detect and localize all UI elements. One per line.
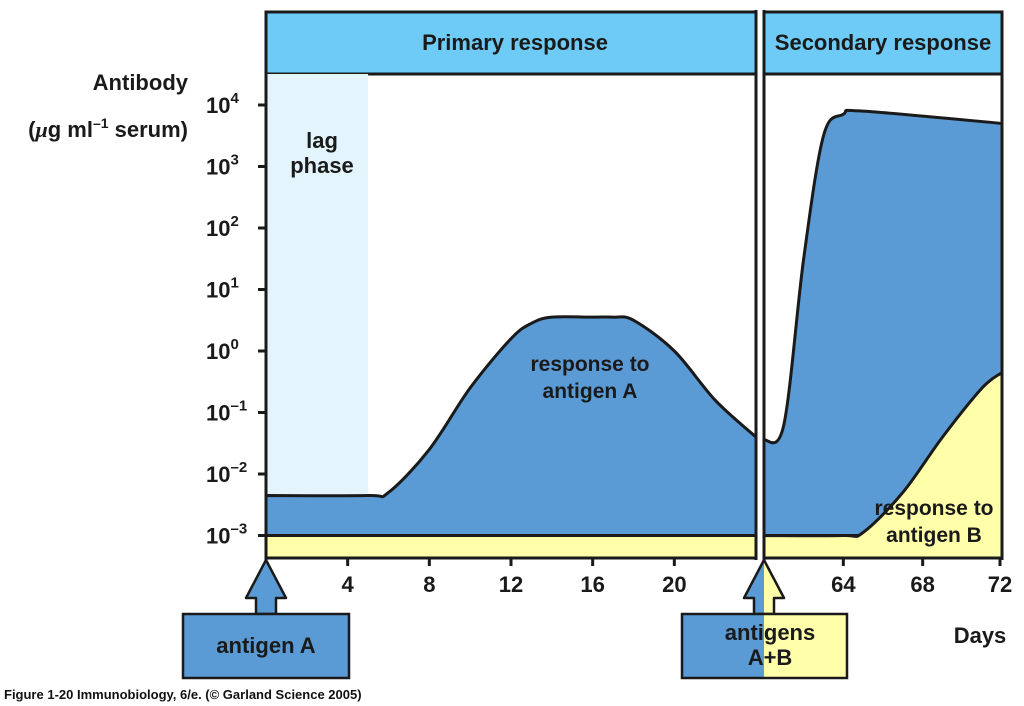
response-a-label-line1: response to	[530, 353, 649, 376]
lag-phase-band	[266, 74, 369, 536]
response-a-secondary-area	[762, 108, 1004, 537]
y-tick-label: 103	[206, 152, 239, 180]
x-tick-label: 4	[342, 572, 355, 597]
y-axis-label-line1: Antibody	[93, 70, 189, 95]
antigens-ab-label-line2: A+B	[748, 645, 793, 670]
secondary-response-banner	[762, 10, 1004, 76]
baseline-band-primary	[264, 534, 758, 560]
x-tick-label: 16	[580, 572, 604, 597]
antigens-ab-box-blue-half	[682, 614, 764, 678]
x-axis-label: Days	[954, 623, 1007, 648]
y-tick-label: 10–1	[206, 398, 247, 426]
response-a-primary-area	[264, 315, 758, 537]
response-b-label-line1: response to	[874, 497, 993, 520]
figure-caption: Figure 1-20 Immunobiology, 6/e. (© Garla…	[4, 687, 362, 702]
primary-response-banner	[264, 10, 758, 76]
x-tick-label: 8	[423, 572, 435, 597]
response-a-label-line2: antigen A	[543, 380, 638, 403]
primary-response-label: Primary response	[422, 30, 608, 55]
x-tick-label: 64	[831, 572, 856, 597]
lag-phase-label-line2: phase	[290, 153, 354, 178]
antigen-a-arrow	[244, 558, 288, 616]
x-tick-label: 72	[988, 572, 1012, 597]
x-tick-label: 20	[662, 572, 686, 597]
response-b-secondary-area	[762, 371, 1004, 560]
y-axis-ticks: 104 103 102 101 100 10–1 10–2 10–3	[206, 90, 266, 549]
response-b-label-line2: antigen B	[886, 524, 982, 547]
antigens-ab-box-yellow-half	[764, 614, 847, 678]
y-tick-label: 104	[206, 90, 239, 118]
y-tick-label: 101	[206, 275, 239, 303]
y-tick-label: 10–3	[206, 521, 247, 549]
x-tick-label: 12	[499, 572, 523, 597]
y-tick-label: 102	[206, 213, 239, 241]
y-axis-label-line2: (μg ml–1 serum)	[28, 115, 188, 142]
antigens-ab-box-outline	[680, 612, 849, 680]
antigens-ab-arrow-yellow-half	[764, 560, 784, 614]
secondary-response-label: Secondary response	[775, 30, 991, 55]
antigens-ab-label-line1: antigens	[725, 620, 815, 645]
x-axis-ticks: 4 8 12 16 20 64 68 72	[342, 558, 1012, 597]
antigens-ab-arrow-blue-half	[744, 560, 764, 614]
x-tick-label: 68	[910, 572, 934, 597]
lag-phase-label-line1: lag	[306, 128, 338, 153]
antigen-a-label: antigen A	[216, 633, 316, 658]
antigen-a-box	[181, 612, 351, 680]
y-tick-label: 10–2	[206, 459, 247, 487]
antigen-a-injection: antigen A	[181, 558, 351, 680]
y-tick-label: 100	[206, 336, 239, 364]
antigens-ab-injection: antigens A+B	[680, 558, 849, 680]
axis-break-gap	[756, 74, 764, 594]
